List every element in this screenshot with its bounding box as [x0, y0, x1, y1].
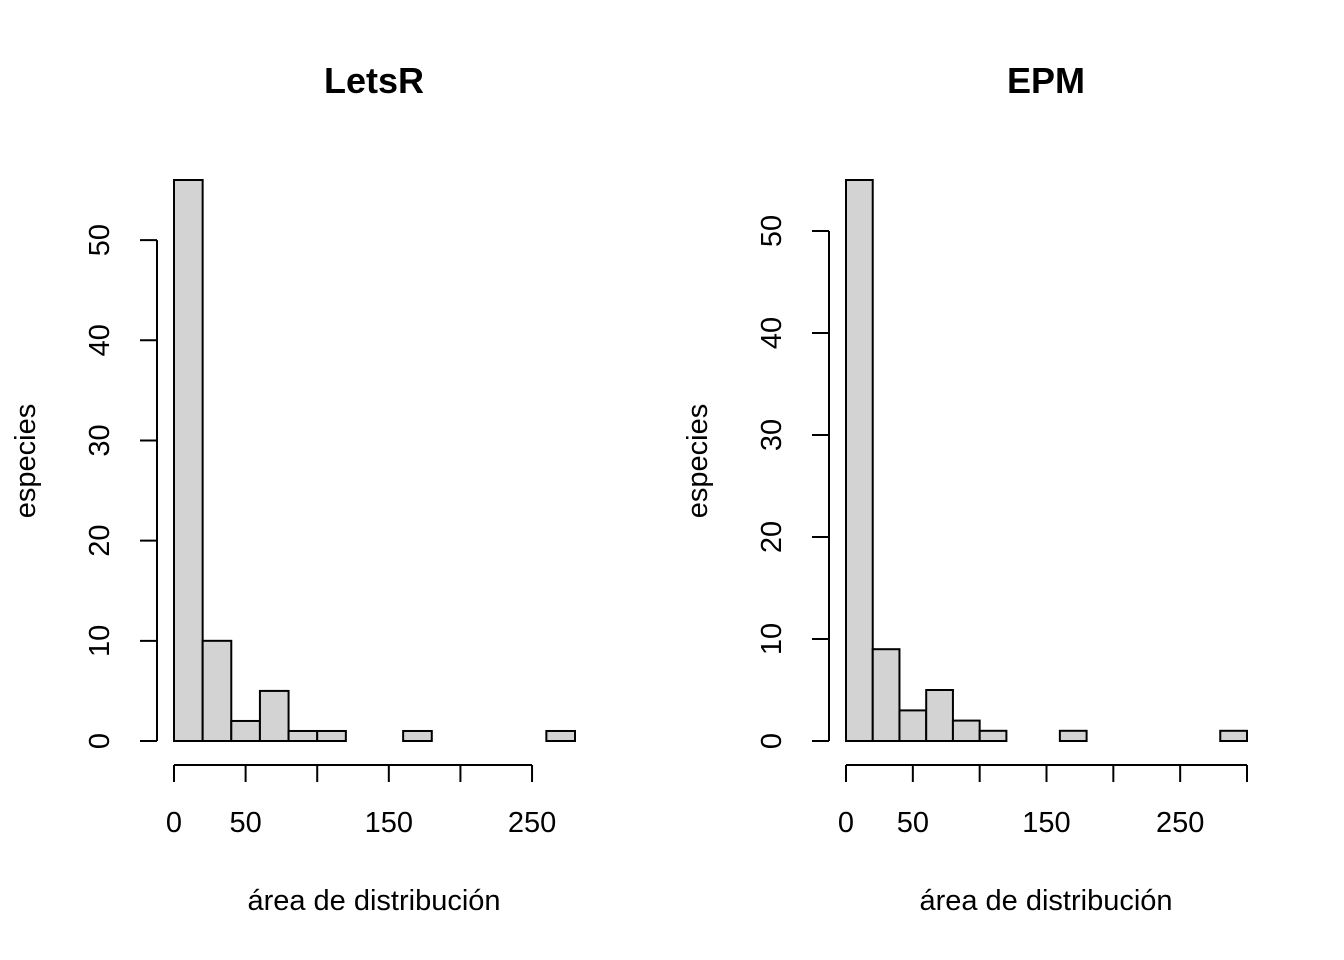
- x-axis: 0 50 150 250: [166, 764, 556, 839]
- y-tick-label: 10: [756, 623, 788, 655]
- x-axis-label: área de distribución: [247, 885, 500, 917]
- histogram-bar: [201, 639, 233, 742]
- histogram-bar: [230, 719, 261, 743]
- histogram-bars: [173, 179, 576, 743]
- y-axis-label: especies: [682, 404, 714, 518]
- histogram-bar: [545, 729, 576, 742]
- histogram-bar: [258, 689, 290, 742]
- y-tick-label: 30: [756, 419, 788, 451]
- y-tick-label: 40: [84, 324, 116, 356]
- x-tick-label: 150: [365, 807, 413, 839]
- histogram-bar: [925, 689, 954, 742]
- x-axis: 0 50 150 250: [838, 764, 1248, 839]
- y-axis: 0 10 20 30 40 50: [84, 224, 158, 749]
- histogram-bar: [845, 179, 874, 742]
- histogram-bars: [845, 179, 1249, 743]
- histogram-bar: [402, 729, 433, 742]
- histogram-bar: [978, 729, 1008, 742]
- histogram-bar: [951, 719, 981, 742]
- y-axis: 0 10 20 30 40 50: [756, 215, 830, 749]
- chart-title: EPM: [1007, 60, 1085, 101]
- x-tick-label: 0: [838, 807, 854, 839]
- x-axis-label: área de distribución: [919, 885, 1172, 917]
- y-tick-label: 10: [84, 625, 116, 657]
- chart-title: LetsR: [324, 60, 424, 101]
- y-tick-label: 20: [84, 525, 116, 557]
- x-tick-label: 50: [897, 807, 929, 839]
- y-tick-label: 0: [756, 733, 788, 749]
- histogram-bar: [287, 729, 319, 742]
- histogram-bar: [316, 729, 347, 742]
- x-tick-label: 250: [508, 807, 556, 839]
- x-tick-label: 250: [1156, 807, 1204, 839]
- y-axis-label: especies: [10, 404, 42, 518]
- y-tick-label: 20: [756, 521, 788, 553]
- histogram-bar: [898, 709, 928, 743]
- panel-epm: EPM área de distribución especies 0 50 150…: [682, 60, 1249, 917]
- y-tick-label: 40: [756, 317, 788, 349]
- x-tick-label: 50: [229, 807, 261, 839]
- histogram-bar: [173, 179, 204, 742]
- x-tick-label: 150: [1022, 807, 1070, 839]
- y-tick-label: 50: [84, 224, 116, 256]
- y-tick-label: 30: [84, 424, 116, 456]
- x-tick-label: 0: [166, 807, 182, 839]
- y-tick-label: 50: [756, 215, 788, 247]
- histogram-bar: [1219, 729, 1249, 742]
- panel-letsr: LetsR área de distribución especies 0 50 1…: [10, 60, 576, 917]
- histogram-bar: [871, 648, 901, 743]
- y-tick-label: 0: [84, 733, 116, 749]
- histogram-bar: [1058, 729, 1088, 742]
